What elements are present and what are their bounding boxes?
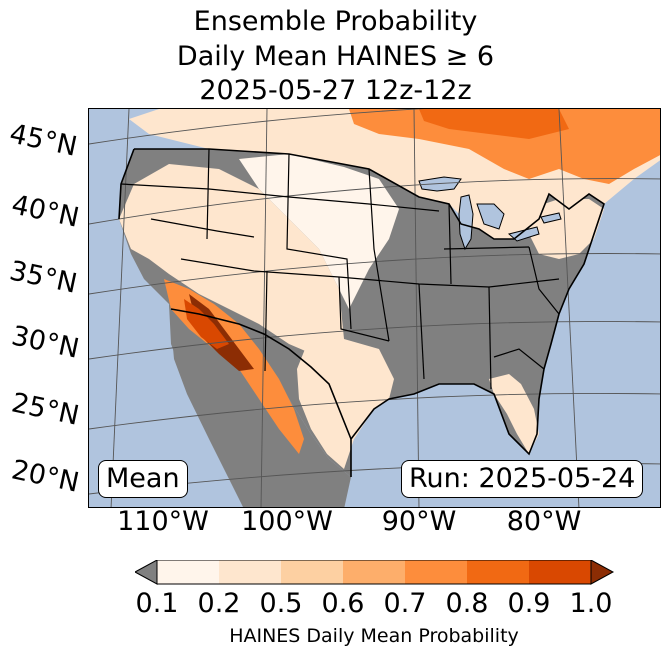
colorbar-tick-0.7: 0.7 — [383, 588, 427, 619]
west-light-region — [119, 164, 344, 359]
northeast-light-region — [529, 199, 604, 259]
canada-hot-core — [419, 109, 569, 139]
lon-label-100w: 100°W — [241, 506, 333, 537]
colorbar-frame — [156, 560, 592, 585]
run-date-box: Run: 2025-05-24 — [401, 460, 644, 498]
plains-light-region — [239, 154, 399, 309]
colorbar — [135, 560, 615, 585]
map-panel — [88, 108, 661, 508]
colorbar-bin-7 — [529, 560, 591, 584]
great-lakes — [418, 176, 562, 251]
lat-label-40n: 40°N — [8, 189, 82, 234]
colorbar-under-arrow — [135, 560, 158, 585]
mean-label-box: Mean — [98, 460, 188, 498]
lon-label-110w: 110°W — [117, 506, 209, 537]
lon-label-90w: 90°W — [381, 506, 457, 537]
title-line-2: Daily Mean HAINES ≥ 6 — [176, 41, 495, 72]
lat-label-30n: 30°N — [8, 320, 82, 365]
baja-land — [169, 304, 217, 454]
title-line-1: Ensemble Probability — [193, 6, 478, 37]
lat-label-25n: 25°N — [8, 387, 82, 432]
colorbar-over-arrow — [590, 560, 615, 585]
southwest-mid-region — [184, 299, 229, 349]
colorbar-tick-0.1: 0.1 — [135, 588, 179, 619]
colorbar-tick-0.5: 0.5 — [259, 588, 303, 619]
florida-light-region — [489, 374, 539, 454]
colorbar-tick-0.9: 0.9 — [507, 588, 551, 619]
lat-label-20n: 20°N — [8, 454, 82, 499]
colorbar-bin-3 — [281, 560, 343, 584]
colorbar-bin-6 — [467, 560, 529, 584]
colorbar-bin-1 — [157, 560, 219, 584]
state-borders — [120, 148, 560, 390]
title-line-3: 2025-05-27 12z-12z — [199, 75, 472, 106]
lon-label-80w: 80°W — [506, 506, 582, 537]
lat-label-35n: 35°N — [6, 255, 80, 300]
southwest-core-region — [189, 294, 254, 371]
colorbar-tick-0.2: 0.2 — [197, 588, 241, 619]
colorbar-tick-0.6: 0.6 — [321, 588, 365, 619]
texas-light-region — [297, 339, 394, 469]
lat-label-45n: 45°N — [6, 118, 80, 163]
canada-hot-region — [349, 109, 660, 184]
colorbar-bin-2 — [219, 560, 281, 584]
colorbar-bin-5 — [405, 560, 467, 584]
colorbar-tick-1.0: 1.0 — [569, 588, 613, 619]
colorbar-tick-0.8: 0.8 — [445, 588, 489, 619]
mexico-land — [169, 304, 351, 507]
map-canvas — [89, 109, 660, 507]
colorbar-label: HAINES Daily Mean Probability — [229, 625, 519, 647]
country-borders — [118, 148, 605, 477]
gridlines — [89, 109, 660, 507]
colorbar-bin-4 — [343, 560, 405, 584]
